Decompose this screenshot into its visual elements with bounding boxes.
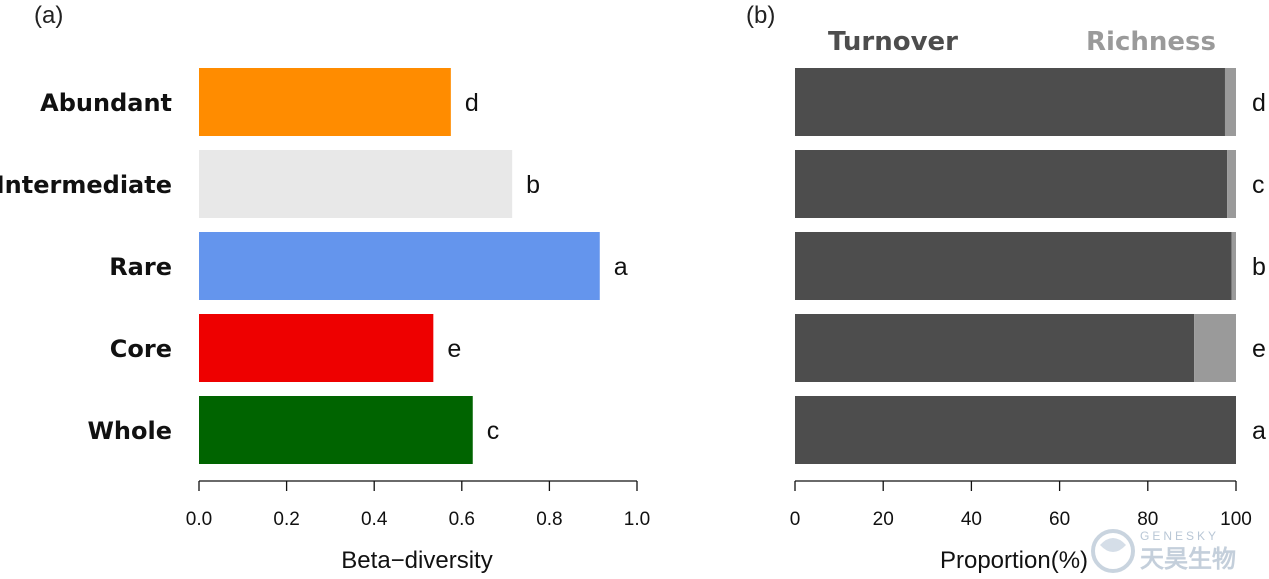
panel-b-tick-label: 0	[790, 509, 801, 530]
panel-b-tick-label: 100	[1220, 509, 1252, 530]
bar-b-richness-abundant	[1224, 68, 1236, 136]
panel-b-label: (b)	[746, 2, 775, 29]
legend-richness: Richness	[1086, 27, 1216, 57]
category-label-core: Core	[110, 335, 172, 363]
panel-a-tick-label: 0.6	[449, 509, 475, 530]
panel-b-tick-label: 60	[1049, 509, 1070, 530]
bar-a-abundant	[199, 68, 451, 136]
significance-b-whole: a	[1252, 417, 1266, 445]
panel-a-category-labels: Abundant Intermediate Rare Core Whole	[0, 89, 172, 445]
watermark-latin-text: GENESKY	[1140, 529, 1219, 543]
panel-a-significance-letters: d b a e c	[447, 89, 627, 445]
category-label-whole: Whole	[87, 417, 172, 445]
bar-b-turnover-rare	[795, 232, 1232, 300]
genesky-logo-icon	[1091, 529, 1135, 573]
significance-b-core: e	[1252, 335, 1266, 363]
legend-turnover: Turnover	[828, 27, 958, 57]
category-label-abundant: Abundant	[40, 89, 172, 117]
bar-a-intermediate	[199, 150, 513, 218]
panel-b-significance-letters: d c b e a	[1252, 89, 1266, 445]
panel-a: (a) Abundant Intermediate Rare Core Whole d b…	[0, 2, 650, 574]
significance-a-core: e	[447, 335, 461, 363]
panel-a-x-axis-title: Beta−diversity	[341, 547, 492, 574]
panel-a-bars	[199, 68, 600, 464]
bar-b-turnover-whole	[795, 396, 1236, 464]
panel-a-tick-label: 0.0	[186, 509, 212, 530]
bar-b-richness-intermediate	[1227, 150, 1236, 218]
significance-b-rare: b	[1252, 253, 1266, 281]
bar-b-richness-rare	[1231, 232, 1236, 300]
bar-b-turnover-abundant	[795, 68, 1225, 136]
bar-a-whole	[199, 396, 473, 464]
panel-b-x-axis-title: Proportion(%)	[940, 547, 1088, 574]
genesky-watermark: GENESKY 天昊生物	[1091, 529, 1236, 573]
significance-a-whole: c	[487, 417, 500, 445]
category-label-intermediate: Intermediate	[0, 171, 172, 199]
panel-b: (b) Turnover Richness d c b e a 0 20 40 60 80 100…	[746, 2, 1266, 574]
panel-a-tick-label: 1.0	[624, 509, 650, 530]
bar-b-turnover-intermediate	[795, 150, 1228, 218]
panel-b-tick-label: 40	[961, 509, 982, 530]
significance-a-intermediate: b	[526, 171, 540, 199]
watermark-cjk-text: 天昊生物	[1140, 545, 1236, 573]
bar-b-richness-core	[1194, 314, 1236, 382]
category-label-rare: Rare	[109, 253, 172, 281]
panel-b-bars	[795, 68, 1236, 464]
significance-b-intermediate: c	[1252, 171, 1265, 199]
panel-a-tick-label: 0.2	[273, 509, 299, 530]
panel-a-tick-label: 0.4	[361, 509, 388, 530]
significance-b-abundant: d	[1252, 89, 1266, 117]
significance-a-abundant: d	[465, 89, 479, 117]
panel-a-tick-label: 0.8	[536, 509, 562, 530]
bar-a-core	[199, 314, 434, 382]
panel-a-x-axis: 0.0 0.2 0.4 0.6 0.8 1.0	[186, 480, 650, 530]
bar-a-rare	[199, 232, 600, 300]
significance-a-rare: a	[614, 253, 628, 281]
panel-b-tick-label: 20	[873, 509, 894, 530]
bar-b-turnover-core	[795, 314, 1195, 382]
panel-a-label: (a)	[34, 2, 63, 29]
panel-b-x-axis: 0 20 40 60 80 100	[790, 480, 1252, 530]
panel-b-tick-label: 80	[1137, 509, 1158, 530]
